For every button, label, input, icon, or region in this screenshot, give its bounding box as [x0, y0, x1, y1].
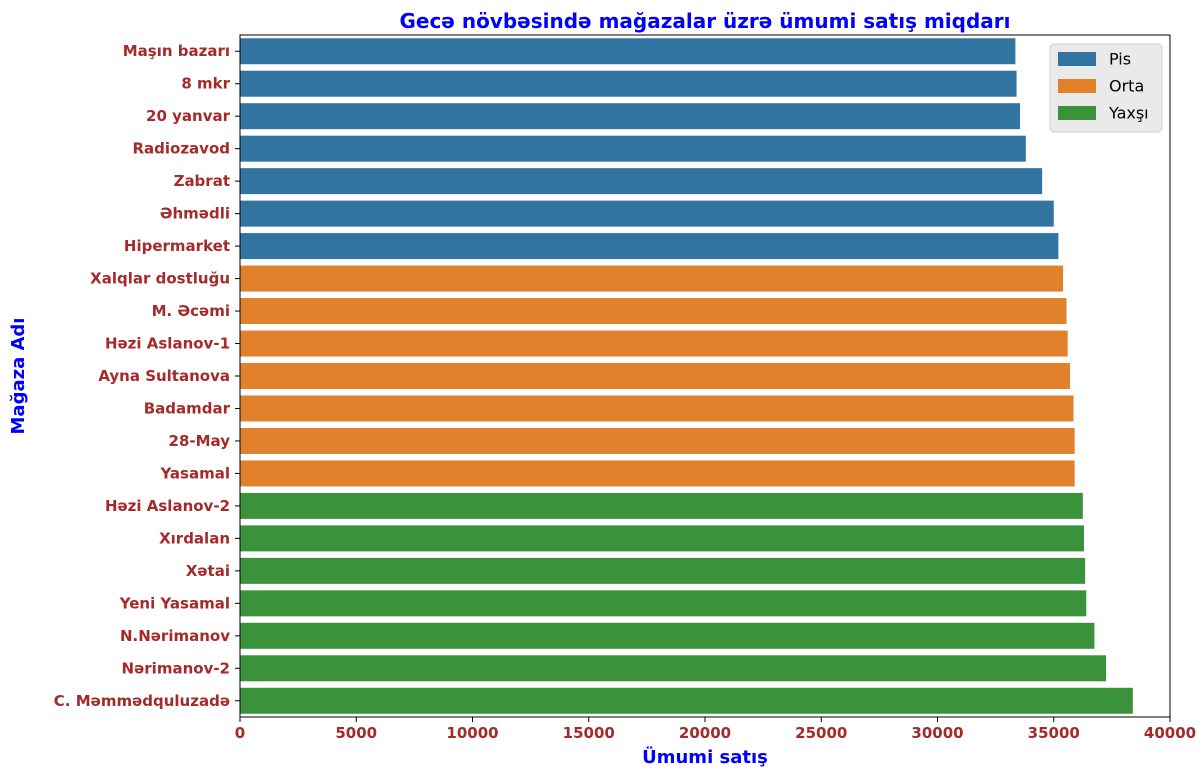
x-tick-label: 5000 — [335, 724, 377, 742]
chart-title: Gecə növbəsində mağazalar üzrə ümumi sat… — [399, 9, 1010, 33]
bar — [240, 103, 1021, 130]
bar — [240, 168, 1043, 195]
y-tick-label: Ayna Sultanova — [98, 367, 230, 385]
legend-swatch — [1058, 79, 1096, 93]
x-tick-label: 20000 — [679, 724, 731, 742]
y-tick-label: Yeni Yasamal — [119, 594, 230, 612]
bar — [240, 622, 1095, 649]
y-tick-label: Yasamal — [159, 464, 230, 482]
y-tick-label: Xırdalan — [159, 529, 230, 547]
bar — [240, 687, 1133, 714]
x-tick-label: 35000 — [1028, 724, 1080, 742]
bar — [240, 655, 1107, 682]
y-tick-label: Həzi Aslanov-2 — [105, 497, 230, 515]
y-tick-label: Hipermarket — [124, 237, 230, 255]
y-tick-label: Həzi Aslanov-1 — [105, 335, 230, 353]
y-tick-label: 28-May — [169, 432, 231, 450]
x-tick-label: 10000 — [446, 724, 498, 742]
bar — [240, 460, 1075, 487]
bar — [240, 298, 1067, 325]
bar — [240, 525, 1084, 552]
y-tick-label: Nərimanov-2 — [122, 659, 230, 677]
y-tick-label: C. Məmmədquluzadə — [54, 692, 230, 710]
legend-swatch — [1058, 106, 1096, 120]
x-tick-label: 40000 — [1144, 724, 1196, 742]
x-tick-label: 0 — [235, 724, 245, 742]
y-tick-label: Xətai — [186, 562, 230, 580]
bar — [240, 363, 1071, 389]
x-tick-label: 30000 — [911, 724, 963, 742]
x-axis-ticks: 0 5000 10000 15000 20000 25000 30000 35000 40000 — [235, 717, 1196, 742]
y-tick-label: 8 mkr — [181, 75, 230, 93]
bar — [240, 427, 1075, 454]
y-tick-label: Xalqlar dostluğu — [90, 270, 230, 288]
bar — [240, 200, 1054, 227]
x-tick-label: 25000 — [795, 724, 847, 742]
y-tick-label: Zabrat — [174, 172, 230, 190]
y-tick-label: Maşın bazarı — [123, 42, 230, 60]
y-tick-label: N.Nərimanov — [120, 627, 230, 645]
y-axis-ticks: Maşın bazarı 8 mkr 20 yanvar Radiozavod Zabr… — [54, 42, 240, 710]
legend-swatch — [1058, 52, 1096, 66]
bar — [240, 492, 1083, 519]
x-axis-label: Ümumi satış — [642, 746, 768, 768]
legend-label: Pis — [1109, 50, 1131, 69]
y-tick-label: M. Əcəmi — [152, 302, 230, 320]
legend-label: Yaxşı — [1108, 104, 1149, 123]
y-axis-label: Mağaza Adı — [8, 318, 29, 435]
y-tick-label: Əhmədli — [160, 205, 230, 223]
bar — [240, 330, 1068, 357]
legend: Pis Orta Yaxşı — [1049, 43, 1163, 133]
bar — [240, 265, 1064, 292]
y-tick-label: Badamdar — [144, 399, 231, 417]
bar — [240, 233, 1059, 260]
bar — [240, 135, 1026, 162]
x-tick-label: 15000 — [563, 724, 615, 742]
legend-label: Orta — [1109, 77, 1144, 96]
y-tick-label: Radiozavod — [132, 140, 230, 158]
y-tick-label: 20 yanvar — [146, 107, 231, 125]
bar — [240, 38, 1016, 65]
bar — [240, 590, 1087, 617]
bar — [240, 557, 1086, 584]
bars-group — [240, 38, 1133, 714]
bar — [240, 70, 1017, 97]
bar — [240, 395, 1074, 422]
